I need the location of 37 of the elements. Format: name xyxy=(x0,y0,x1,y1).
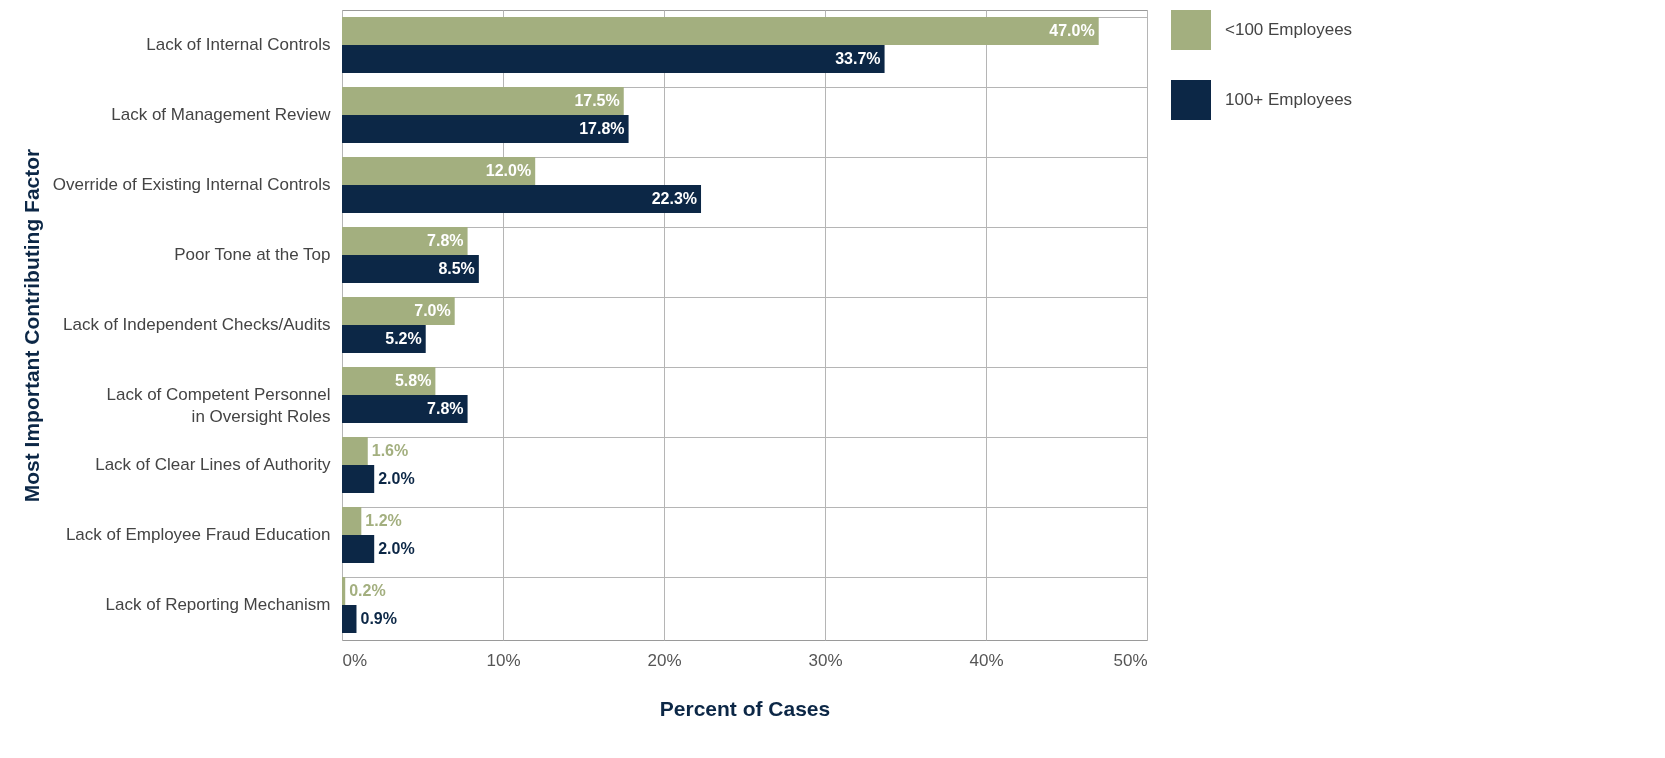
data-label: 7.8% xyxy=(427,400,464,417)
data-label: 17.5% xyxy=(574,92,620,109)
data-label: 17.8% xyxy=(579,120,625,137)
data-label: 1.6% xyxy=(371,442,409,459)
data-label: 0.2% xyxy=(349,582,386,599)
x-tick-label: 30% xyxy=(808,650,843,670)
x-tick-label: 50% xyxy=(1113,650,1148,670)
data-label: 0.9% xyxy=(360,610,397,627)
y-tick-label: Lack of Management Review xyxy=(111,105,332,124)
data-label: 47.0% xyxy=(1049,22,1095,39)
y-tick-label: Lack of Competent Personnel in Oversight Roles xyxy=(106,385,331,426)
x-tick-label: 10% xyxy=(486,650,521,670)
data-label: 12.0% xyxy=(485,162,532,179)
x-tick-label: 20% xyxy=(647,650,682,670)
legend-label: 100+ Employees xyxy=(1225,90,1353,109)
data-label: 33.7% xyxy=(835,50,881,67)
legend-label: <100 Employees xyxy=(1225,20,1353,39)
data-label: 2.0% xyxy=(378,540,415,557)
y-tick-label: Override of Existing Internal Controls xyxy=(52,175,331,194)
data-label: 8.5% xyxy=(438,260,475,277)
data-label: 5.2% xyxy=(385,330,422,347)
data-label: 1.2% xyxy=(365,512,402,529)
data-label: 5.8% xyxy=(394,372,432,389)
y-axis-title: Most Important Contributing Factor xyxy=(19,148,43,503)
y-tick-label: Lack of Independent Checks/Audits xyxy=(63,315,331,334)
x-axis-title: Percent of Cases xyxy=(659,696,831,720)
data-label: 7.0% xyxy=(414,302,451,319)
data-label: 7.8% xyxy=(427,232,464,249)
y-tick-label: Lack of Clear Lines of Authority xyxy=(95,455,331,474)
data-label: 2.0% xyxy=(378,470,415,487)
data-label: 22.3% xyxy=(651,190,698,207)
x-tick-label: 0% xyxy=(342,650,368,670)
x-tick-label: 40% xyxy=(969,650,1004,670)
y-tick-label: Poor Tone at the Top xyxy=(174,245,331,264)
y-tick-label: Lack of Employee Fraud Education xyxy=(65,525,331,544)
y-tick-label: Lack of Internal Controls xyxy=(146,35,331,54)
y-tick-label: Lack of Reporting Mechanism xyxy=(105,595,331,614)
